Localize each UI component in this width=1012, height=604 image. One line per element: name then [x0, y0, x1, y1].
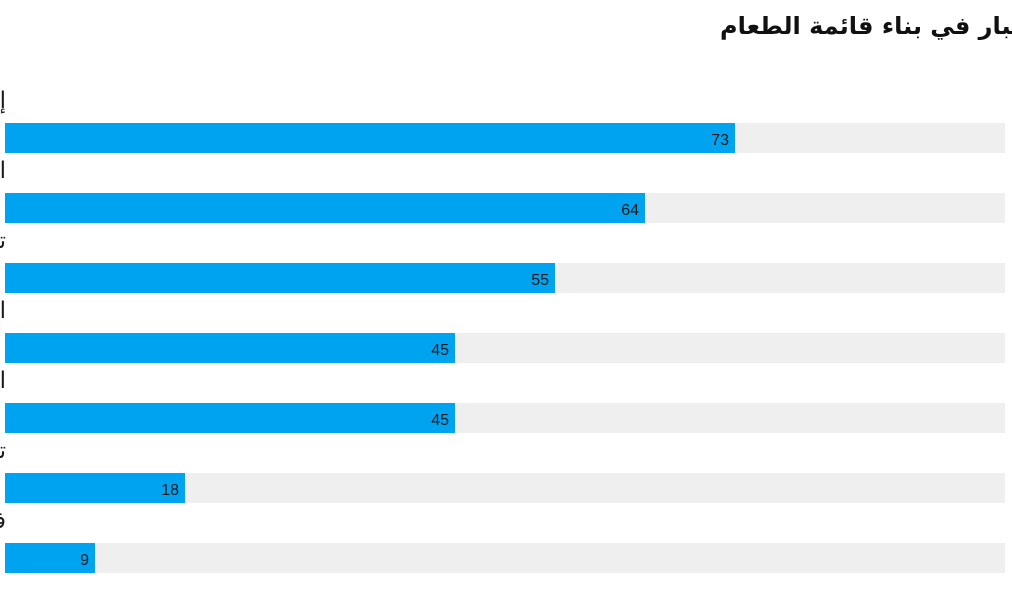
- category-label: إدراك القيمة من نظر المستهلك: [0, 88, 6, 114]
- category-label: تضحم التكاليف( المواد والعمالة: [0, 228, 6, 254]
- value-label: 45: [431, 342, 449, 359]
- category-label: السعر المنافس: [0, 158, 6, 184]
- bar: [5, 333, 455, 363]
- value-label: 64: [621, 202, 639, 219]
- bar: [5, 473, 185, 503]
- chart-rows: إدراك القيمة من نظر المستهلك 73 السعر المن…: [0, 88, 1005, 573]
- chart-title: أهم العوامل التي تم أخذها بعين الاعتبار …: [720, 10, 1012, 40]
- value-label: 9: [80, 552, 89, 569]
- category-label: المرونة على الارباح (الإجمالية أو الصافي…: [0, 365, 6, 394]
- bar: [5, 403, 455, 433]
- category-label: فرصًة لتقديم منتجات جديدة أو مستويات تسع…: [0, 505, 6, 534]
- bar: [5, 193, 645, 223]
- value-label: 55: [531, 272, 549, 289]
- category-label: تعقيد التشغيل: [0, 438, 6, 464]
- bar: [5, 123, 735, 153]
- value-label: 45: [431, 412, 449, 429]
- value-label: 18: [161, 482, 179, 499]
- bar: [5, 543, 95, 573]
- value-label: 73: [711, 132, 729, 149]
- category-label: الأدوار على مستوى العنصر: [0, 296, 6, 324]
- bar: [5, 263, 555, 293]
- bar-track: [5, 543, 1005, 573]
